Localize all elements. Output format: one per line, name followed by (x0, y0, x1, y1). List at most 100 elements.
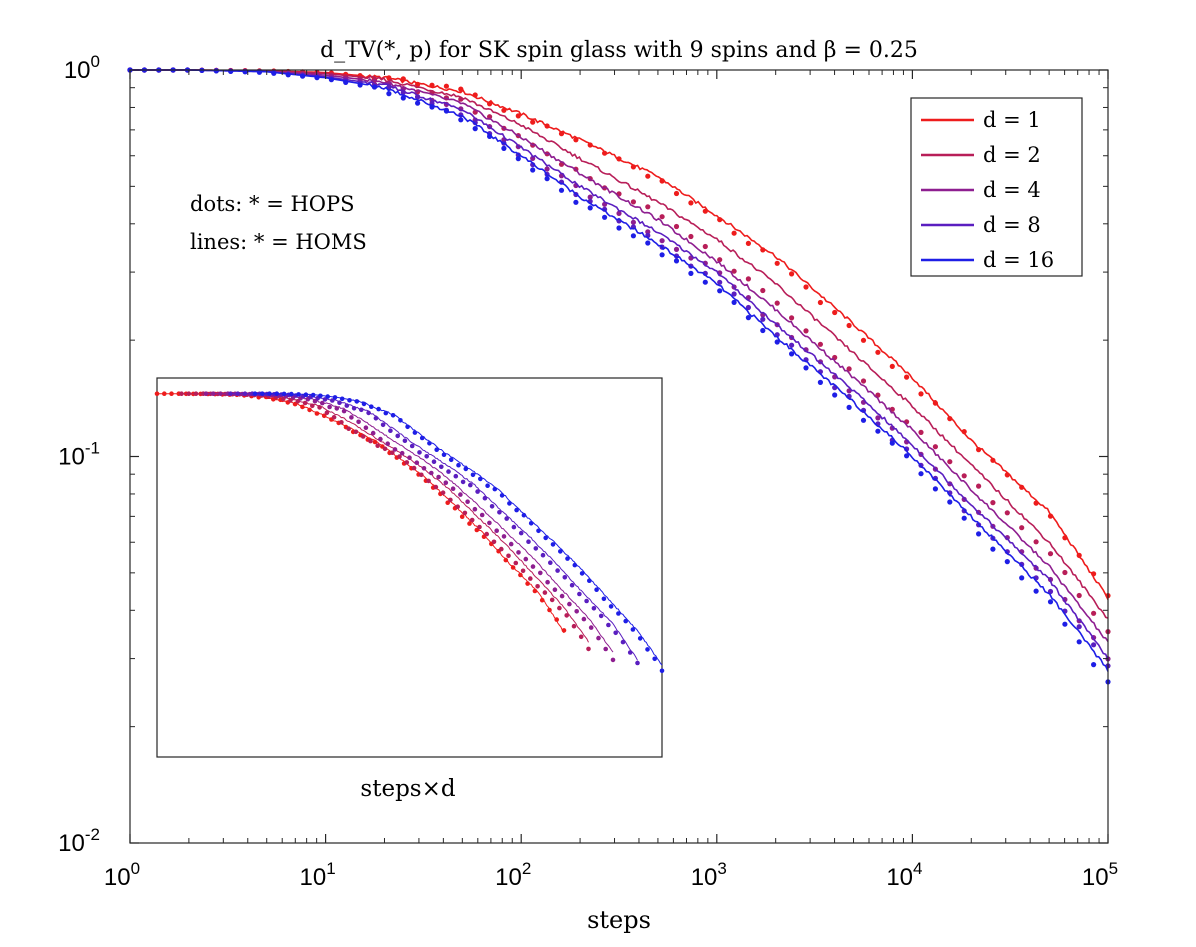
inset-series-dot (419, 472, 424, 478)
inset-series-dot (535, 584, 540, 589)
inset-series-dot (499, 493, 505, 498)
inset-series-dot (549, 597, 555, 603)
series-dot (602, 214, 608, 220)
inset-series-dot (448, 457, 454, 463)
series-dot (630, 219, 637, 225)
y-tick-label: 10-1 (58, 439, 100, 471)
inset-series-dot (586, 646, 591, 652)
inset-series-dot (421, 466, 427, 471)
series-dot (343, 79, 349, 85)
series-dot (1019, 575, 1025, 581)
series-dot (1091, 571, 1097, 577)
series-dot (659, 252, 665, 258)
series-dot (472, 120, 478, 126)
series-dot (458, 96, 464, 102)
inset-series-dot (578, 634, 584, 640)
inset-series-dot (427, 441, 432, 446)
series-dot (932, 400, 939, 406)
ticks-layer: 100 101 102 103 104 105 10-2 10-1 100 (58, 52, 1118, 891)
inset-series-dot (518, 530, 524, 536)
series-dot (515, 156, 521, 162)
inset-series-dot (242, 391, 248, 397)
series-dot (760, 247, 766, 253)
series-dot (803, 284, 809, 290)
inset-series-dot (453, 473, 459, 479)
inset-series-dot (501, 534, 507, 539)
series-dot (702, 279, 708, 285)
series-dot (487, 133, 493, 139)
inset-series-dot (347, 398, 352, 403)
inset-series-dot (637, 636, 643, 641)
series-line (130, 69, 1109, 642)
series-dot (976, 531, 982, 537)
series-dot (501, 145, 507, 151)
series-dot (1004, 472, 1010, 478)
inset-series-dot (469, 517, 475, 523)
series-dot (1047, 599, 1054, 605)
inset-series-dot (376, 406, 381, 412)
series-dot (846, 404, 852, 410)
inset-series-dot (434, 447, 440, 453)
series-dot (400, 95, 406, 101)
series-dot (587, 142, 593, 148)
series-dot (443, 108, 449, 114)
series-dot (400, 76, 406, 82)
inset-series-dot (375, 443, 381, 449)
inset-series-dot (426, 478, 431, 484)
series-dot (415, 81, 421, 87)
inset-series-dot (507, 501, 512, 506)
inset-series-dot (540, 552, 546, 558)
series-dot (961, 473, 967, 479)
inset-series-dot (485, 483, 490, 489)
inset-series-dot (360, 434, 366, 439)
inset-series-dot (380, 422, 386, 428)
series-dot (472, 92, 478, 98)
inset-series-dot (508, 541, 514, 547)
series-dot (717, 279, 723, 285)
series-dot (860, 378, 867, 384)
inset-series-dot (557, 605, 562, 611)
inset-series-dot (659, 668, 665, 674)
series-dot (371, 84, 378, 90)
inset-series-dot (361, 401, 367, 407)
inset-series-dot (584, 598, 589, 604)
inset-series-dot (562, 575, 568, 580)
inset-series-dot (588, 625, 594, 630)
inset-series-dot (302, 400, 308, 406)
inset-series-dot (603, 646, 608, 652)
inset-series-dot (484, 531, 490, 537)
series-dot (961, 515, 967, 521)
inset-series-dot (613, 630, 618, 636)
series-dot (558, 187, 565, 193)
series-dot (702, 208, 708, 214)
inset-series-dot (587, 578, 592, 583)
series-dot (1062, 569, 1068, 576)
series-dot (1062, 621, 1068, 627)
inset-series-dot (572, 562, 578, 568)
series-dot (731, 268, 737, 274)
inset-series-dot (458, 492, 463, 497)
series-dot (846, 322, 852, 329)
inset-series-dot (404, 460, 410, 465)
inset-series-dot (351, 406, 357, 411)
series-dot (1019, 525, 1025, 531)
x-tick-label: 105 (1082, 859, 1118, 891)
inset-series-dot (467, 521, 472, 526)
x-axis-label: steps (587, 906, 651, 934)
inset-series-dot (390, 413, 396, 418)
inset-series-dot (373, 416, 379, 421)
series-dot (673, 190, 680, 197)
series-dot (1076, 592, 1082, 599)
series-dot (745, 304, 752, 311)
inset-series-dot (506, 553, 511, 559)
series-dot (487, 101, 493, 107)
inset-series-dot (564, 613, 569, 618)
inset-series-dot (409, 443, 415, 449)
series-dot (659, 238, 665, 244)
inset-series-dot (565, 556, 570, 561)
inset-series-dot (310, 392, 316, 398)
series-dot (731, 230, 737, 236)
series-dot (688, 270, 694, 276)
series-dot (1091, 662, 1097, 668)
inset-series-dot (539, 597, 545, 603)
